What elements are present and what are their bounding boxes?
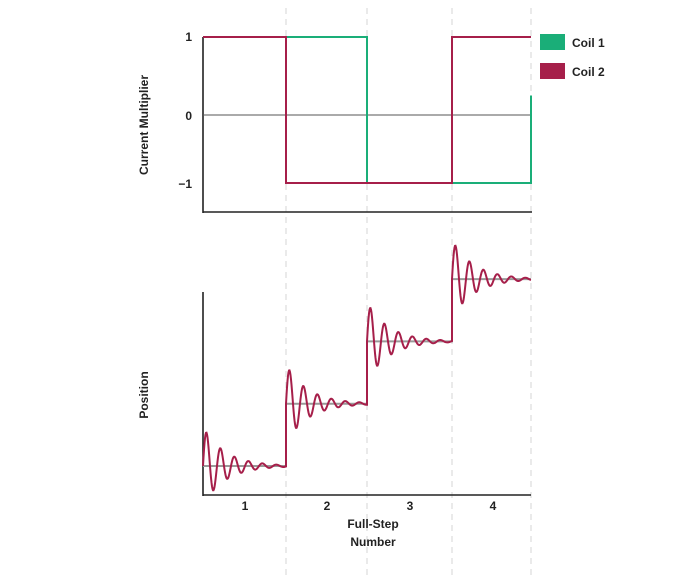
x-tick-label: 3	[407, 499, 414, 513]
legend-swatch-coil-2	[540, 63, 565, 79]
current-y-axis-title: Current Multiplier	[137, 75, 151, 175]
current-chart: Current Multiplier 1 0 −1 Coil 1 Coil 2	[137, 30, 605, 213]
legend-swatch-coil-1	[540, 34, 565, 50]
x-tick-label: 2	[324, 499, 331, 513]
coil-2-line	[203, 36, 531, 184]
x-tick-label: 4	[490, 499, 497, 513]
legend-label-coil-1: Coil 1	[572, 36, 605, 50]
step-gridlines	[285, 8, 532, 575]
x-tick-label: 1	[242, 499, 249, 513]
y-tick-label: 1	[185, 30, 192, 44]
position-chart: Position 1 2 3 4 Full-Step Number	[137, 244, 532, 549]
y-tick-label: 0	[185, 109, 192, 123]
legend-label-coil-2: Coil 2	[572, 65, 605, 79]
coil-1-line	[203, 36, 532, 184]
x-axis-title-line-1: Full-Step	[347, 517, 398, 531]
y-tick-label: −1	[178, 177, 192, 191]
x-axis-title-line-2: Number	[350, 535, 396, 549]
legend: Coil 1 Coil 2	[540, 34, 605, 79]
actual-position-line	[202, 244, 532, 492]
position-y-axis-title: Position	[137, 371, 151, 418]
